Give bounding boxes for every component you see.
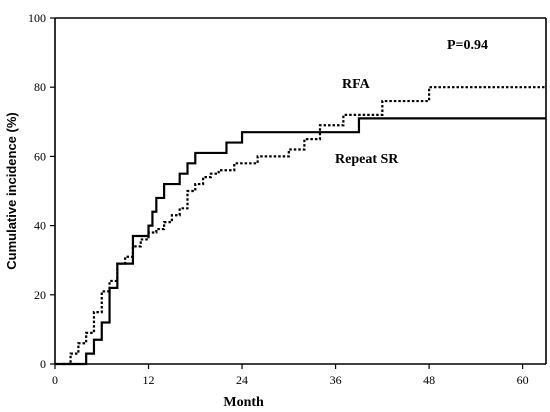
rfa-series-label: RFA (342, 77, 371, 92)
x-tick-label: 24 (236, 373, 248, 387)
x-axis-title: Month (223, 395, 264, 410)
axes (54, 17, 547, 365)
series-layer (55, 86, 546, 366)
x-tick-label: 0 (52, 373, 58, 387)
rfa-series-line (62, 86, 546, 366)
y-tick-label: 80 (34, 80, 46, 94)
y-ticks: 0 20 40 60 80 100 (28, 11, 55, 371)
repeat-sr-series-label: Repeat SR (335, 152, 399, 167)
x-tick-label: 60 (517, 373, 529, 387)
y-axis-title: Cumulative incidence (%) (4, 112, 19, 269)
y-tick-label: 60 (34, 149, 46, 163)
y-tick-label: 100 (28, 11, 46, 25)
repeat-sr-series-line (55, 117, 546, 366)
p-value-annotation: P=0.94 (447, 38, 488, 53)
y-tick-label: 20 (34, 288, 46, 302)
y-tick-label: 40 (34, 219, 46, 233)
x-ticks: 0 12 24 36 48 60 (52, 364, 529, 387)
x-tick-label: 48 (423, 373, 435, 387)
x-tick-label: 36 (330, 373, 342, 387)
x-tick-label: 12 (143, 373, 155, 387)
y-tick-label: 0 (40, 357, 46, 371)
